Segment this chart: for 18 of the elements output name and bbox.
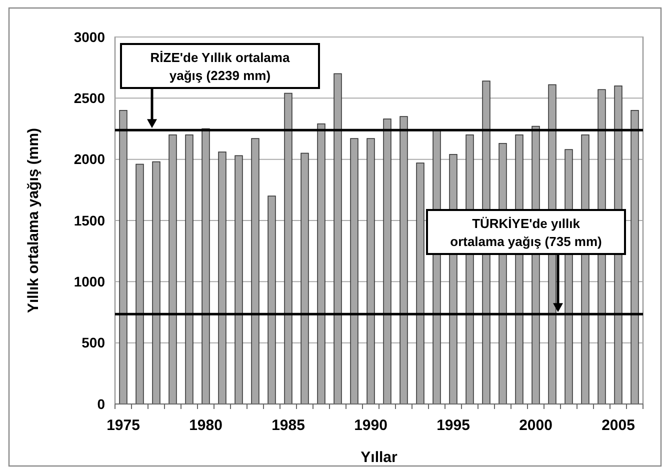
x-tick-label: 1985 (272, 417, 305, 434)
y-tick-label: 0 (97, 396, 106, 412)
x-tick-label: 1980 (189, 417, 222, 434)
ref-line-label: RİZE'de Yıllık ortalama yağış (2239 mm) (150, 50, 290, 83)
y-axis-title: Yıllık ortalama yağış (mm) (25, 128, 42, 314)
x-tick-label: 1995 (436, 417, 470, 434)
x-tick-label: 1990 (354, 417, 388, 434)
y-tick-label: 3000 (74, 28, 106, 45)
x-tick-label: 1975 (106, 417, 140, 434)
y-tick-label: 2500 (74, 90, 106, 106)
x-tick-label: 2000 (519, 417, 552, 434)
x-axis-title: Yıllar (360, 449, 398, 466)
x-tick-label: 2005 (602, 417, 635, 434)
y-tick-label: 1000 (74, 274, 106, 290)
y-tick-label: 2000 (74, 151, 106, 168)
y-tick-label: 500 (82, 334, 106, 351)
ref-line-label: TÜRKİYE'de yıllık ortalama yağış (735 mm) (450, 216, 602, 249)
y-tick-label: 1500 (74, 212, 106, 228)
